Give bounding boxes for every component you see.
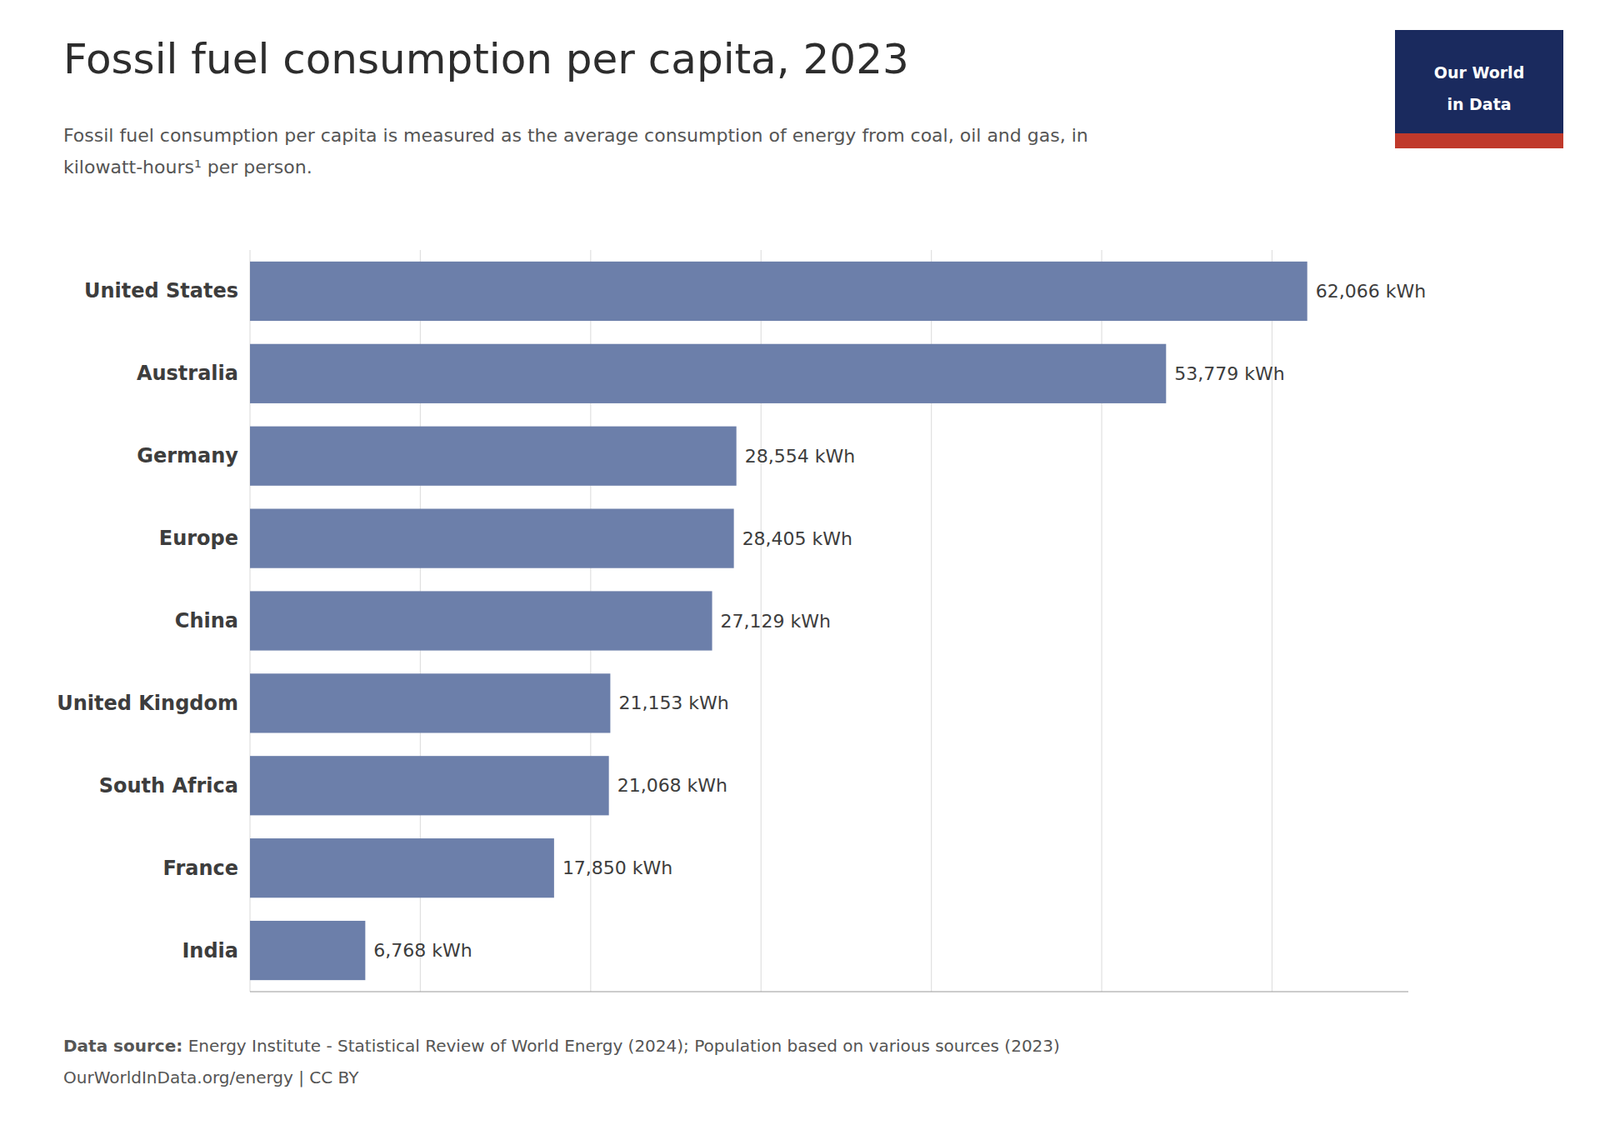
category-label: United Kingdom <box>56 691 239 715</box>
bar <box>250 344 1166 404</box>
chart: Fossil fuel consumption per capita, 2023… <box>0 0 1600 1125</box>
x-axis-line <box>250 991 1409 993</box>
category-label: Germany <box>136 444 239 468</box>
subtitle: kilowatt-hours¹ per person. <box>63 156 313 178</box>
category-label: France <box>163 856 239 880</box>
data-label: 21,068 kWh <box>617 775 728 796</box>
source: Data source: Energy Institute - Statisti… <box>63 1035 1060 1056</box>
category-label: China <box>175 609 239 633</box>
category-label: Europe <box>159 526 239 550</box>
data-label: 28,554 kWh <box>745 445 855 467</box>
logo-stripe <box>1395 133 1564 149</box>
data-label: 27,129 kWh <box>720 610 831 632</box>
background <box>0 0 1600 1125</box>
category-label: India <box>181 939 239 963</box>
data-label: 17,850 kWh <box>562 857 673 879</box>
bar <box>250 755 610 815</box>
data-label: 28,405 kWh <box>742 528 853 550</box>
source-link: OurWorldInData.org/energy | CC BY <box>63 1067 360 1088</box>
category-label: South Africa <box>99 774 239 798</box>
grid <box>250 250 1272 992</box>
logo-box <box>1395 30 1564 149</box>
bar <box>250 838 555 898</box>
grid-line <box>1271 250 1273 992</box>
bar <box>250 426 737 486</box>
logo: Our World in Data <box>1395 30 1564 149</box>
logo-text: Our World <box>1434 63 1525 82</box>
bar <box>250 673 610 733</box>
bar <box>250 590 713 650</box>
bar <box>250 509 735 569</box>
subtitle: Fossil fuel consumption per capita is me… <box>63 125 1089 146</box>
data-label: 6,768 kWh <box>373 940 472 961</box>
data-label: 53,779 kWh <box>1174 363 1285 385</box>
title: Fossil fuel consumption per capita, 2023 <box>63 35 910 84</box>
bar <box>250 261 1308 321</box>
category-label: Australia <box>136 361 239 385</box>
logo-text: in Data <box>1446 95 1511 114</box>
data-label: 21,153 kWh <box>618 692 729 714</box>
category-label: United States <box>84 279 239 303</box>
source-text: Energy Institute - Statistical Review of… <box>182 1035 1060 1056</box>
source-label: Data source: <box>63 1035 183 1056</box>
bars <box>250 261 1308 980</box>
data-label: 62,066 kWh <box>1315 280 1426 302</box>
labels: United States 62,066 kWh Australia 53,779 k… <box>56 279 1426 962</box>
bar <box>250 920 365 980</box>
